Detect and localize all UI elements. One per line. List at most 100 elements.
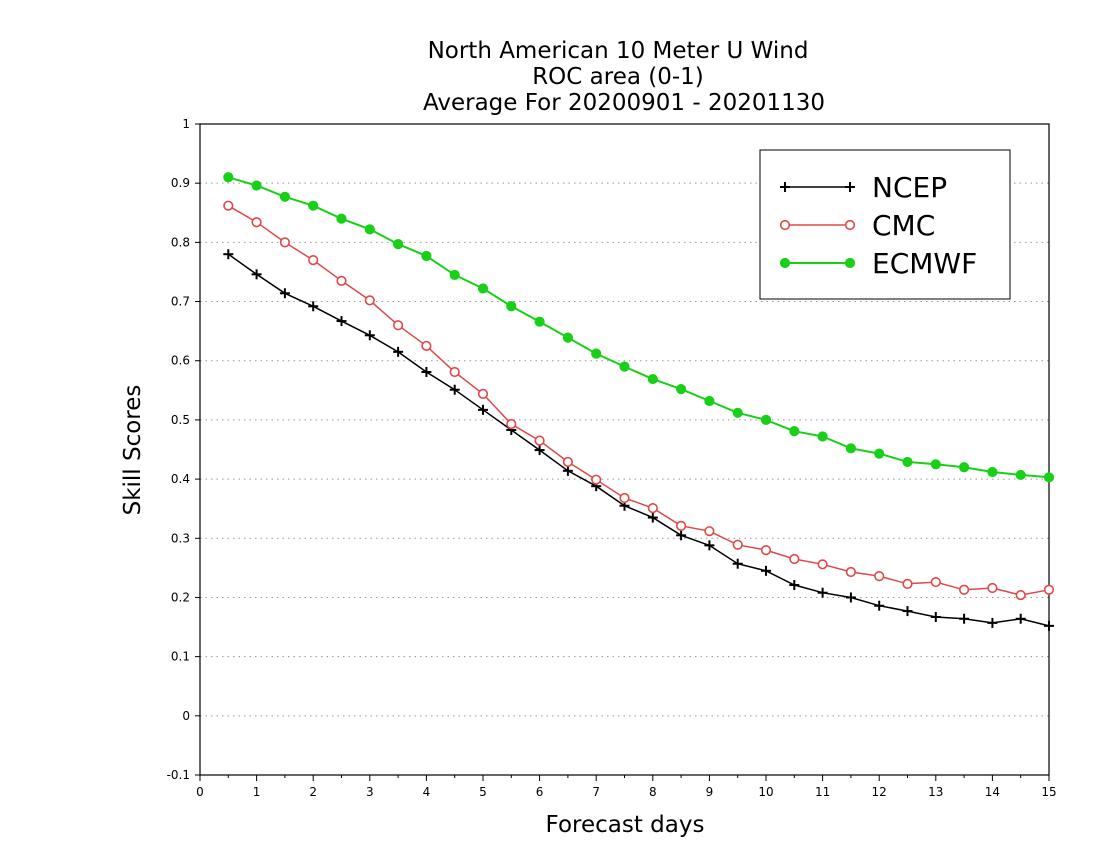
chart-title-line-1: North American 10 Meter U Wind: [428, 38, 809, 64]
data-point-ncep: [676, 530, 687, 541]
data-point-ecmwf: [534, 316, 545, 327]
data-point-cmc: [336, 275, 347, 286]
y-tick-label: 0.7: [171, 295, 190, 309]
chart-title-line-3: Average For 20200901 - 20201130: [423, 90, 825, 116]
data-point-ecmwf: [789, 426, 800, 437]
data-point-ncep: [308, 301, 319, 312]
data-point-cmc: [647, 502, 658, 514]
data-point-cmc: [675, 520, 687, 531]
data-point-ecmwf: [930, 459, 941, 470]
data-point-ncep: [1044, 620, 1054, 631]
data-point-cmc: [449, 366, 460, 378]
data-point-ecmwf: [902, 456, 913, 468]
y-tick-label: 0.3: [171, 531, 190, 545]
data-point-cmc: [393, 320, 404, 331]
x-tick-label: 0: [196, 785, 204, 799]
data-point-ecmwf: [477, 283, 489, 294]
data-point-cmc: [732, 539, 743, 550]
data-point-cmc: [534, 435, 545, 446]
series-line-ncep: [227, 253, 1050, 627]
data-point-ecmwf: [421, 250, 432, 262]
y-tick-label: 0.2: [171, 590, 190, 604]
y-tick-label: 1: [182, 117, 190, 131]
data-point-ncep: [789, 580, 800, 591]
legend-label-ncep: NCEP: [872, 171, 947, 204]
legend-marker-cmc: [779, 219, 791, 231]
y-tick-label: -0.1: [167, 768, 190, 782]
legend-marker-ncep: [845, 182, 855, 192]
data-point-cmc: [591, 474, 602, 485]
x-tick-label: 12: [872, 785, 887, 799]
series-ecmwf: [223, 172, 1055, 483]
data-point-ecmwf: [308, 200, 319, 211]
x-axis-label: Forecast days: [546, 812, 705, 838]
data-point-ecmwf: [987, 466, 998, 478]
data-point-cmc: [1015, 589, 1026, 601]
y-tick-label: 0: [182, 709, 190, 723]
data-point-ecmwf: [393, 239, 404, 250]
x-tick-label: 10: [758, 785, 773, 799]
data-point-ncep: [704, 540, 715, 551]
legend-item-ecmwf: ECMWF: [779, 247, 977, 280]
legend-item-ncep: NCEP: [780, 171, 947, 204]
data-point-ecmwf: [279, 191, 290, 202]
x-tick-label: 6: [536, 785, 544, 799]
data-point-ecmwf: [1043, 472, 1055, 483]
data-point-cmc: [477, 388, 489, 399]
data-point-cmc: [506, 418, 517, 430]
data-point-cmc: [421, 340, 432, 352]
legend-item-cmc: CMC: [779, 209, 935, 242]
data-point-ecmwf: [251, 180, 262, 191]
data-point-ecmwf: [817, 431, 828, 442]
data-point-ecmwf: [591, 348, 602, 359]
data-point-ecmwf: [732, 407, 743, 418]
data-point-cmc: [704, 526, 715, 537]
data-point-cmc: [562, 456, 574, 468]
data-point-cmc: [789, 553, 800, 565]
data-point-cmc: [1043, 584, 1055, 595]
data-point-cmc: [958, 584, 970, 595]
y-tick-label: 0.8: [171, 235, 190, 249]
legend-items: NCEP CMC ECMWF: [779, 171, 977, 280]
legend: NCEP CMC ECMWF: [759, 149, 1011, 300]
x-tick-label: 7: [592, 785, 600, 799]
series-cmc: [223, 200, 1055, 601]
data-point-cmc: [845, 566, 857, 578]
data-point-ncep: [732, 558, 743, 569]
x-tick-label: 13: [928, 785, 943, 799]
x-tick-label: 5: [479, 785, 487, 799]
data-point-cmc: [760, 545, 772, 556]
plot-frame: [199, 123, 1050, 776]
chart-title-line-2: ROC area (0-1): [532, 64, 704, 90]
data-point-cmc: [279, 237, 291, 248]
data-point-cmc: [364, 295, 375, 306]
axis-layer: 10.90.80.70.60.50.40.30.20.10-0.10 1 2 3 4 5 6…: [167, 117, 1057, 799]
legend-marker-ncep: [780, 182, 790, 192]
data-point-ncep: [761, 565, 771, 576]
data-point-ecmwf: [760, 414, 772, 426]
x-tick-label: 2: [309, 785, 317, 799]
data-point-ncep: [251, 269, 262, 280]
data-point-cmc: [308, 255, 319, 266]
data-point-cmc: [874, 571, 885, 582]
y-axis-label: Skill Scores: [120, 385, 146, 516]
data-point-ncep: [1015, 613, 1026, 624]
data-point-cmc: [619, 492, 630, 504]
x-tick-label: 14: [985, 785, 1000, 799]
series-ncep: [223, 249, 1054, 631]
y-tick-label: 0.5: [171, 413, 190, 427]
data-point-cmc: [251, 217, 262, 228]
data-point-ncep: [959, 613, 970, 624]
data-point-ncep: [393, 346, 404, 357]
data-point-ncep: [845, 592, 856, 603]
data-point-ecmwf: [506, 301, 517, 312]
data-point-ncep: [930, 611, 941, 622]
data-point-ncep: [421, 366, 432, 377]
data-point-ncep: [279, 288, 290, 299]
y-tick-label: 0.1: [171, 650, 190, 664]
data-point-ncep: [223, 249, 234, 260]
data-point-ncep: [647, 512, 658, 523]
data-point-ncep: [987, 617, 998, 628]
data-point-ncep: [449, 384, 460, 395]
